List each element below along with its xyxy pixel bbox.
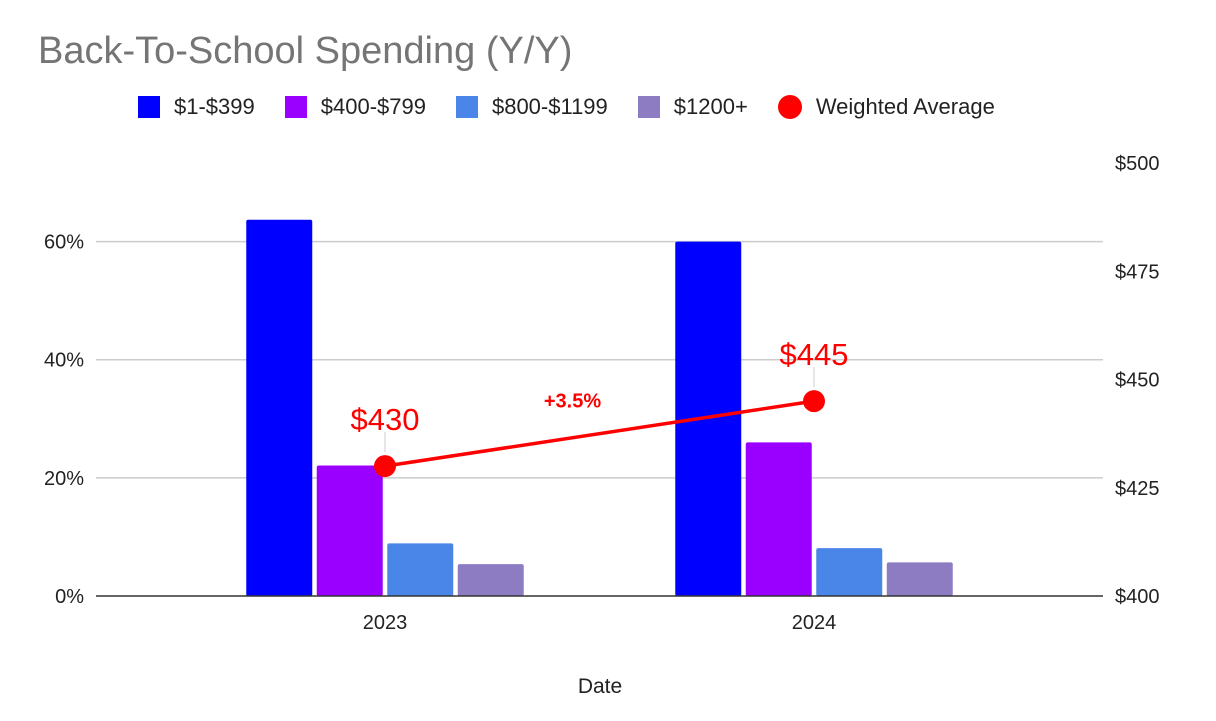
legend-item-1-399[interactable]: $1-$399 (138, 94, 255, 120)
legend: $1-$399 $400-$799 $800-$1199 $1200+ Weig… (138, 92, 1025, 122)
weighted-average-label-2024: $445 (780, 337, 849, 372)
y-right-tick-label: $450 (1115, 370, 1160, 392)
legend-label-800-1199: $800-$1199 (491, 94, 608, 119)
bar-1200-2023[interactable] (457, 564, 524, 596)
y-right-tick-label: $425 (1115, 478, 1160, 500)
x-tick-label-2024: 2024 (792, 612, 837, 634)
tick-labels: 0% 20% 40% 60% $400 $425 $450 $475 $500 2023 2024 (44, 153, 1160, 634)
legend-item-weighted-average[interactable]: Weighted Average (777, 94, 995, 120)
y-left-tick-label: 60% (44, 232, 84, 254)
y-right-tick-label: $400 (1115, 586, 1160, 608)
bar-1-399-2023[interactable] (246, 219, 313, 596)
legend-label-400-799: $400-$799 (320, 94, 426, 119)
legend-swatch-1-399 (138, 96, 160, 118)
legend-item-1200-plus[interactable]: $1200+ (637, 94, 748, 120)
y-right-tick-label: $475 (1115, 261, 1160, 283)
change-annotation: +3.5% (544, 391, 601, 413)
legend-item-800-1199[interactable]: $800-$1199 (455, 94, 608, 120)
bar-1200-2024[interactable] (886, 562, 953, 596)
legend-dot-weighted-average (777, 95, 802, 119)
y-right-tick-label: $500 (1115, 153, 1160, 175)
x-tick-label-2023: 2023 (363, 612, 408, 634)
y-left-tick-label: 40% (44, 350, 84, 372)
weighted-average-label-2023: $430 (351, 402, 420, 437)
legend-label-1-399: $1-$399 (174, 94, 255, 119)
weighted-average-point-2023[interactable] (374, 455, 396, 478)
bar-400-799-2023[interactable] (316, 465, 383, 596)
legend-item-400-799[interactable]: $400-$799 (284, 94, 426, 120)
x-axis-title: Date (578, 675, 622, 698)
bar-400-799-2024[interactable] (745, 442, 812, 596)
bar-800-1199-2023[interactable] (387, 543, 454, 596)
y-left-tick-label: 0% (55, 586, 84, 608)
chart-title: Back-To-School Spending (Y/Y) (38, 30, 573, 72)
legend-swatch-1200-plus (637, 96, 660, 118)
y-left-tick-label: 20% (44, 468, 84, 490)
legend-label-1200-plus: $1200+ (673, 94, 748, 119)
weighted-average-series: $430 $445 +3.5% (351, 337, 849, 478)
weighted-average-line (384, 399, 815, 468)
legend-swatch-800-1199 (455, 96, 478, 118)
legend-swatch-400-799 (284, 96, 307, 118)
bar-800-1199-2024[interactable] (816, 548, 883, 596)
weighted-average-point-2024[interactable] (803, 390, 825, 413)
legend-label-weighted-average: Weighted Average (815, 94, 995, 119)
